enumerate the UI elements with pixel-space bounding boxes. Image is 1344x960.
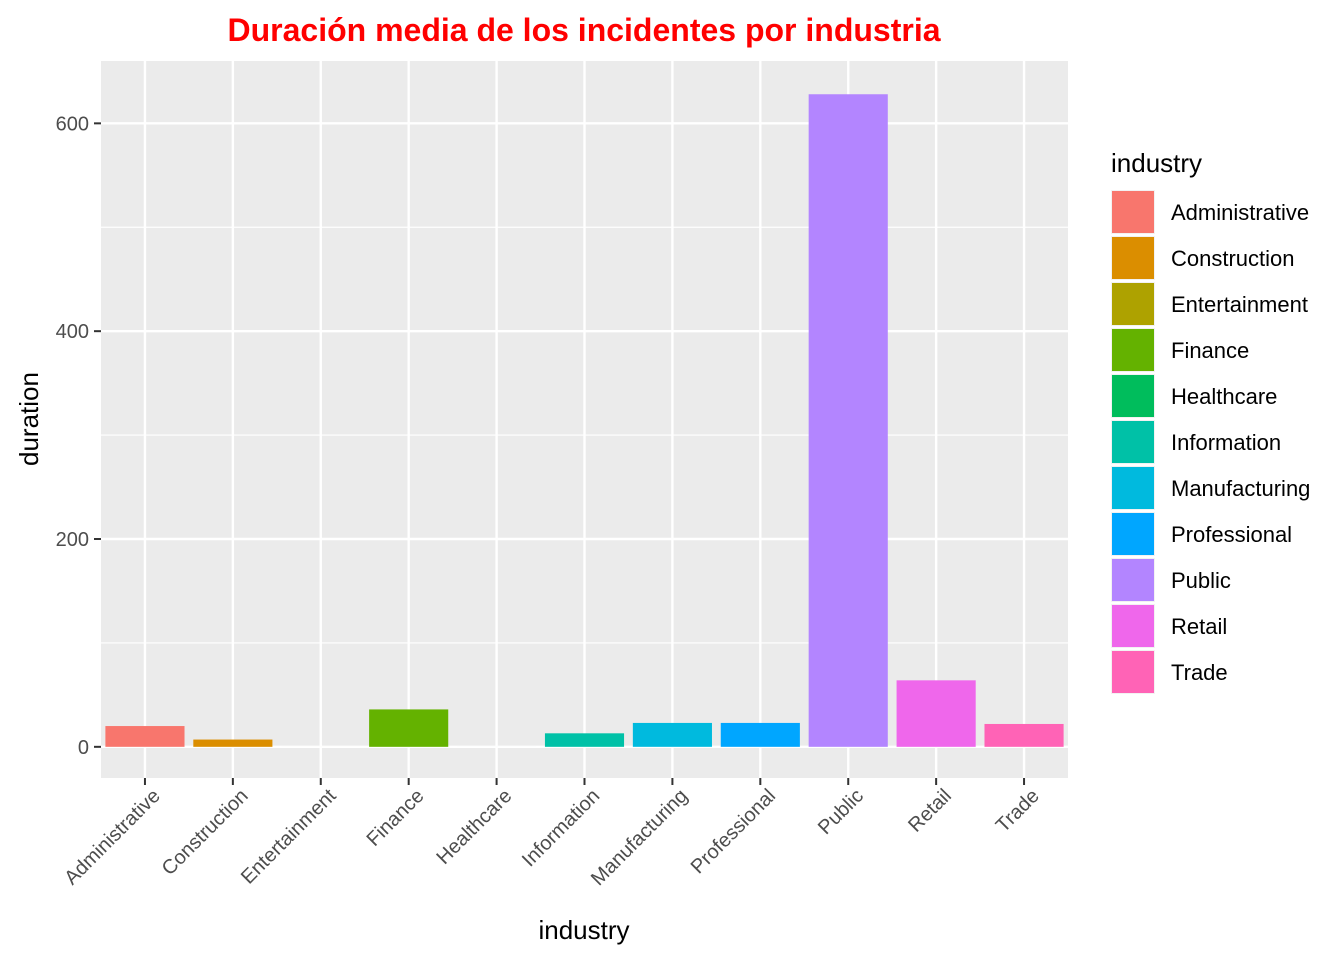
y-tick-label: 200 bbox=[56, 529, 89, 551]
legend-label: Professional bbox=[1171, 522, 1292, 547]
x-tick-label: Trade bbox=[992, 785, 1044, 837]
bar-administrative bbox=[105, 726, 185, 747]
x-tick-label: Public bbox=[814, 785, 868, 839]
y-tick-label: 400 bbox=[56, 321, 89, 343]
x-tick-label: Finance bbox=[363, 785, 429, 851]
legend-title: industry bbox=[1111, 148, 1202, 178]
x-tick-label: Retail bbox=[904, 785, 956, 837]
legend-label: Manufacturing bbox=[1171, 476, 1310, 501]
x-axis-title: industry bbox=[538, 915, 629, 945]
x-tick-label: Entertainment bbox=[237, 785, 341, 889]
bar-professional bbox=[720, 722, 800, 747]
bar-retail bbox=[896, 680, 976, 747]
x-tick-label: Professional bbox=[687, 785, 780, 878]
y-tick-label: 0 bbox=[78, 737, 89, 759]
bar-public bbox=[808, 94, 888, 747]
x-tick-label: Administrative bbox=[60, 785, 164, 889]
legend-swatch bbox=[1112, 375, 1154, 417]
legend-swatch bbox=[1112, 421, 1154, 463]
x-tick-label: Construction bbox=[158, 785, 253, 880]
y-tick-label: 600 bbox=[56, 113, 89, 135]
x-tick-label: Information bbox=[518, 785, 604, 871]
legend-label: Retail bbox=[1171, 614, 1227, 639]
legend-swatch bbox=[1112, 329, 1154, 371]
legend-label: Information bbox=[1171, 430, 1281, 455]
legend-swatch bbox=[1112, 651, 1154, 693]
legend-swatch bbox=[1112, 283, 1154, 325]
y-axis: 0 200 400 600 bbox=[56, 113, 101, 759]
legend-label: Trade bbox=[1171, 660, 1228, 685]
legend-swatch bbox=[1112, 191, 1154, 233]
legend-swatch bbox=[1112, 467, 1154, 509]
gridlines bbox=[101, 61, 1068, 778]
legend-label: Public bbox=[1171, 568, 1231, 593]
legend: industry Administrative Construction Enter… bbox=[1111, 148, 1310, 694]
legend-swatch bbox=[1112, 559, 1154, 601]
y-axis-title: duration bbox=[14, 372, 44, 466]
bars bbox=[105, 94, 1064, 747]
legend-swatch bbox=[1112, 513, 1154, 555]
bar-manufacturing bbox=[632, 722, 712, 747]
legend-label: Construction bbox=[1171, 246, 1295, 271]
bar-information bbox=[544, 733, 625, 747]
bar-trade bbox=[984, 723, 1064, 747]
legend-label: Finance bbox=[1171, 338, 1249, 363]
legend-swatch bbox=[1112, 605, 1154, 647]
x-tick-label: Healthcare bbox=[432, 785, 516, 869]
legend-label: Administrative bbox=[1171, 200, 1309, 225]
chart-title: Duración media de los incidentes por ind… bbox=[227, 12, 940, 48]
legend-label: Healthcare bbox=[1171, 384, 1277, 409]
legend-swatch bbox=[1112, 237, 1154, 279]
bar-construction bbox=[193, 739, 273, 747]
bar-finance bbox=[369, 709, 449, 747]
legend-label: Entertainment bbox=[1171, 292, 1308, 317]
